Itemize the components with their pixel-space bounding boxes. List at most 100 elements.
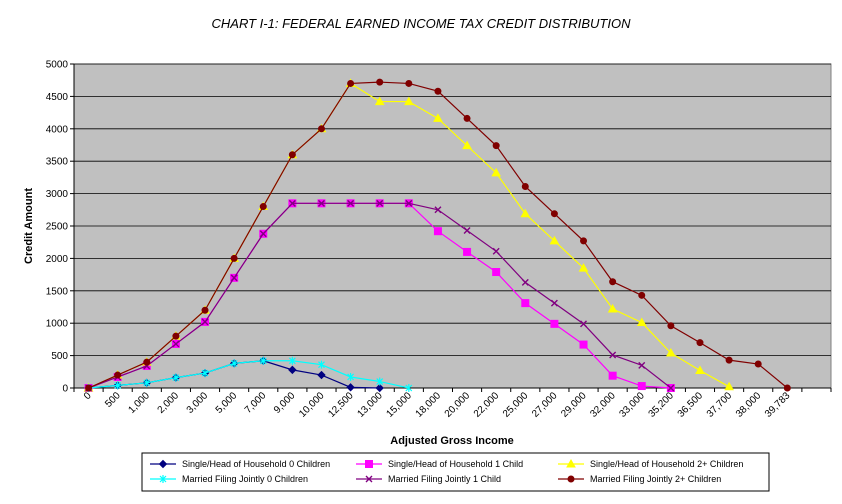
data-point — [637, 382, 646, 391]
data-point — [172, 340, 180, 348]
y-tick-label: 2500 — [46, 222, 69, 233]
y-tick-label: 1000 — [46, 319, 69, 330]
data-point — [365, 475, 373, 483]
data-point — [317, 125, 325, 133]
data-point — [405, 199, 413, 207]
x-tick-label: 500 — [103, 390, 123, 410]
data-point — [724, 381, 734, 391]
data-point — [376, 377, 384, 386]
data-point — [608, 371, 617, 380]
data-point — [433, 227, 442, 236]
data-point — [143, 358, 151, 366]
x-tick-label: 10,000 — [297, 390, 327, 420]
data-point — [607, 303, 618, 313]
data-point — [666, 348, 676, 357]
data-point — [638, 361, 646, 369]
data-point — [288, 199, 296, 207]
data-point — [463, 227, 471, 235]
x-tick-label: 13,000 — [355, 390, 385, 420]
data-point — [434, 206, 442, 214]
legend-label: Single/Head of Household 0 Children — [182, 459, 330, 469]
y-axis-ticks: 0 500 1000 1500 2000 2500 3000 3500 4000 4500 5000 — [46, 60, 74, 395]
data-point — [230, 359, 238, 368]
data-point — [143, 378, 151, 387]
x-tick-label: 20,000 — [443, 390, 473, 420]
data-point — [463, 114, 471, 122]
legend-entry: Single/Head of Household 2+ Children — [558, 458, 743, 469]
data-point — [609, 278, 617, 286]
legend-entry: Single/Head of Household 1 Child — [356, 459, 523, 469]
series-5 — [85, 78, 791, 392]
data-point — [317, 199, 325, 207]
x-tick-label: 29,000 — [559, 390, 589, 420]
data-point — [259, 203, 267, 211]
data-point — [492, 268, 501, 277]
data-point — [521, 278, 529, 286]
x-tick-label: 1,000 — [126, 390, 152, 416]
data-point — [521, 182, 529, 190]
data-point — [288, 365, 297, 375]
data-point — [695, 365, 705, 375]
data-point — [288, 356, 296, 365]
data-point — [667, 384, 675, 392]
x-tick-label: 27,000 — [530, 390, 560, 420]
data-point — [434, 87, 442, 95]
legend-label: Single/Head of Household 2+ Children — [590, 459, 743, 469]
data-point — [491, 167, 502, 177]
data-point — [317, 370, 326, 380]
data-point — [405, 384, 413, 392]
data-point — [463, 247, 472, 256]
data-point — [376, 78, 384, 86]
data-point — [318, 360, 325, 369]
data-point — [201, 369, 209, 378]
y-tick-label: 4500 — [46, 92, 69, 103]
data-point — [201, 318, 209, 326]
data-point — [347, 79, 355, 87]
data-point — [492, 247, 500, 255]
data-point — [636, 317, 647, 327]
data-point — [259, 230, 267, 238]
data-point — [725, 356, 733, 364]
data-point — [580, 320, 588, 328]
data-point — [230, 254, 238, 262]
data-point — [549, 235, 560, 245]
y-tick-label: 2000 — [46, 254, 69, 265]
x-tick-label: 32,000 — [588, 390, 618, 420]
x-tick-label: 9,000 — [272, 390, 298, 416]
x-tick-label: 35,200 — [647, 390, 677, 420]
data-point — [346, 383, 355, 392]
x-tick-label: 2,000 — [156, 390, 182, 416]
legend-label: Married Filing Jointly 0 Children — [182, 474, 308, 484]
y-axis-title: Credit Amount — [23, 188, 35, 264]
legend: Single/Head of Household 0 Children Singl… — [150, 458, 743, 484]
data-point — [579, 340, 588, 349]
legend-entry: Married Filing Jointly 2+ Children — [558, 474, 721, 484]
legend-label: Married Filing Jointly 2+ Children — [590, 474, 721, 484]
data-point — [159, 475, 167, 483]
x-tick-label: 39,783 — [763, 390, 793, 420]
data-point — [114, 381, 122, 390]
gridlines — [74, 63, 831, 357]
y-tick-label: 500 — [51, 351, 68, 362]
data-point — [754, 360, 762, 368]
data-point — [172, 332, 180, 340]
data-point — [578, 263, 589, 272]
data-point — [288, 151, 296, 159]
x-tick-label: 22,000 — [472, 390, 502, 420]
data-point — [405, 79, 413, 87]
x-tick-label: 36,500 — [676, 390, 706, 420]
data-point — [230, 274, 238, 282]
series-4 — [85, 199, 675, 392]
data-point — [638, 291, 646, 299]
y-tick-label: 3000 — [46, 189, 69, 200]
x-tick-label: 18,000 — [414, 390, 444, 420]
data-point — [609, 351, 617, 359]
series-group — [83, 78, 791, 393]
y-tick-label: 1500 — [46, 286, 69, 297]
x-tick-label: 37,700 — [705, 390, 735, 420]
y-tick-label: 4000 — [46, 124, 69, 135]
x-axis-title: Adjusted Gross Income — [390, 435, 513, 447]
data-point — [365, 460, 373, 468]
data-point — [201, 306, 209, 314]
y-tick-label: 3500 — [46, 157, 69, 168]
